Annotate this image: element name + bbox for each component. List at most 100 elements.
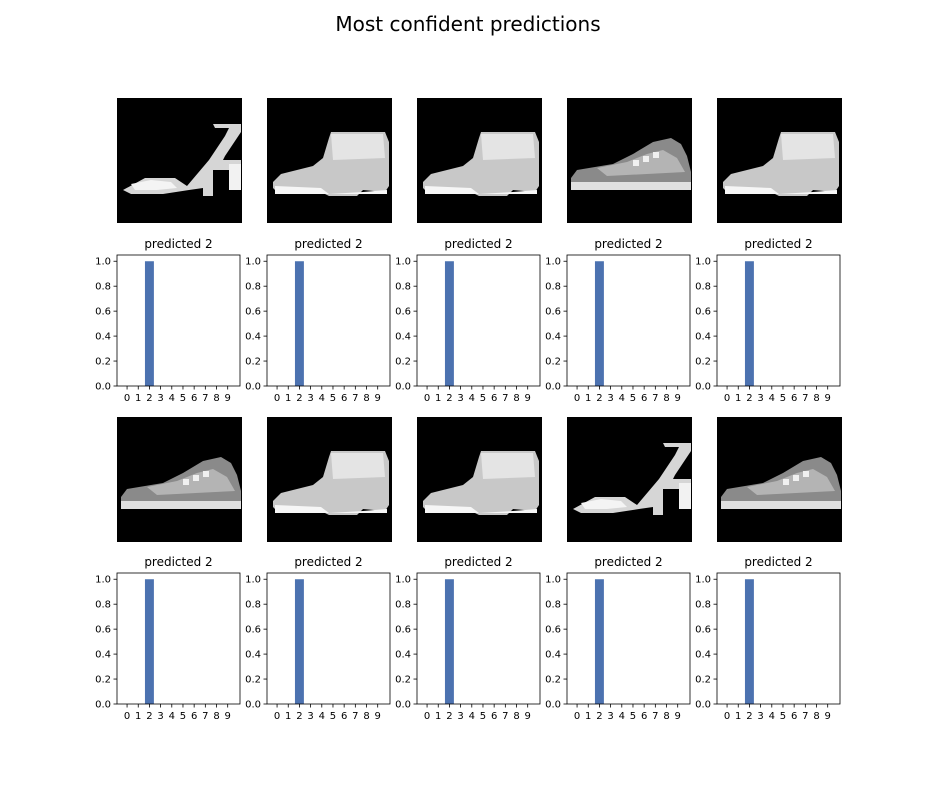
bar-chart-3: predicted 2 0 1 2 3 4 5 6 7 8 9 0.0 0.2 0.4 0.6 0.8 1.0: [545, 237, 691, 404]
x-tick-label: 2: [146, 711, 152, 722]
x-tick-label: 8: [813, 711, 819, 722]
bar-chart-7: predicted 2 0 1 2 3 4 5 6 7 8 9 0.0 0.2 0.4 0.6 0.8 1.0: [395, 555, 541, 722]
x-tick-label: 8: [513, 393, 519, 404]
bar-2: [744, 261, 754, 386]
y-tick-label: 0.6: [395, 307, 411, 318]
thumbnail-8: [567, 417, 692, 542]
chart-title: predicted 2: [744, 555, 812, 569]
bar-2: [144, 579, 154, 704]
x-tick-label: 0: [274, 393, 280, 404]
x-tick-label: 9: [675, 393, 681, 404]
x-tick-label: 5: [180, 393, 186, 404]
x-tick-label: 6: [341, 711, 347, 722]
x-tick-label: 6: [491, 393, 497, 404]
y-tick-label: 0.0: [695, 382, 711, 393]
bar-2: [594, 579, 604, 704]
x-tick-label: 9: [225, 711, 231, 722]
x-tick-label: 9: [825, 711, 831, 722]
x-tick-label: 1: [135, 393, 141, 404]
x-tick-label: 4: [169, 711, 175, 722]
x-tick-label: 1: [435, 393, 441, 404]
y-tick-label: 0.4: [395, 332, 411, 343]
y-tick-label: 0.0: [545, 382, 561, 393]
x-tick-label: 4: [469, 711, 475, 722]
bar-chart-9: predicted 2 0 1 2 3 4 5 6 7 8 9 0.0 0.2 0.4 0.6 0.8 1.0: [695, 555, 841, 722]
y-tick-label: 0.2: [395, 675, 411, 686]
x-tick-label: 5: [780, 711, 786, 722]
x-tick-label: 2: [446, 393, 452, 404]
x-tick-label: 6: [641, 711, 647, 722]
y-tick-label: 0.8: [545, 600, 561, 611]
x-tick-label: 0: [724, 711, 730, 722]
x-tick-label: 7: [802, 711, 808, 722]
y-tick-label: 0.0: [395, 700, 411, 711]
x-tick-label: 9: [525, 711, 531, 722]
x-tick-label: 4: [619, 393, 625, 404]
chart-title: predicted 2: [444, 237, 512, 251]
x-tick-label: 7: [802, 393, 808, 404]
y-tick-label: 0.2: [395, 357, 411, 368]
x-tick-label: 2: [746, 393, 752, 404]
y-tick-label: 0.8: [95, 600, 111, 611]
y-tick-label: 0.4: [545, 332, 561, 343]
x-tick-label: 1: [435, 711, 441, 722]
y-tick-label: 0.4: [695, 650, 711, 661]
bar-chart-8: predicted 2 0 1 2 3 4 5 6 7 8 9 0.0 0.2 0.4 0.6 0.8 1.0: [545, 555, 691, 722]
x-tick-label: 2: [596, 711, 602, 722]
y-tick-label: 0.6: [95, 307, 111, 318]
x-tick-label: 3: [307, 711, 313, 722]
y-tick-label: 0.4: [695, 332, 711, 343]
x-tick-label: 3: [457, 393, 463, 404]
x-tick-label: 9: [525, 393, 531, 404]
thumbnail-6: [267, 417, 392, 542]
x-tick-label: 2: [746, 711, 752, 722]
chart-title: predicted 2: [144, 237, 212, 251]
axes-frame: [266, 254, 391, 387]
x-tick-label: 5: [180, 711, 186, 722]
y-tick-label: 0.6: [245, 307, 261, 318]
thumbnail-4: [717, 98, 842, 223]
x-tick-label: 7: [202, 711, 208, 722]
axes-frame: [566, 572, 691, 705]
x-tick-label: 9: [825, 393, 831, 404]
x-tick-label: 8: [363, 393, 369, 404]
x-tick-label: 8: [813, 393, 819, 404]
y-tick-label: 0.4: [95, 332, 111, 343]
x-tick-label: 5: [630, 393, 636, 404]
y-tick-label: 0.6: [545, 307, 561, 318]
x-tick-label: 9: [225, 393, 231, 404]
axes-frame: [116, 572, 241, 705]
x-tick-label: 0: [274, 711, 280, 722]
x-tick-label: 3: [307, 393, 313, 404]
thumbnail-9: [717, 417, 842, 542]
x-tick-label: 1: [585, 393, 591, 404]
figure-title: Most confident predictions: [335, 12, 600, 36]
chart-title: predicted 2: [294, 237, 362, 251]
thumbnail-1: [267, 98, 392, 223]
axes-frame: [266, 572, 391, 705]
x-tick-label: 6: [641, 393, 647, 404]
axes-frame: [566, 254, 691, 387]
y-tick-label: 0.2: [95, 675, 111, 686]
chart-title: predicted 2: [294, 555, 362, 569]
axes-frame: [716, 572, 841, 705]
y-tick-label: 0.0: [695, 700, 711, 711]
thumbnail-3: [567, 98, 692, 223]
y-tick-label: 1.0: [545, 575, 561, 586]
x-tick-label: 9: [675, 711, 681, 722]
bar-2: [444, 261, 454, 386]
y-tick-label: 1.0: [245, 257, 261, 268]
x-tick-label: 1: [735, 711, 741, 722]
x-tick-label: 1: [735, 393, 741, 404]
x-tick-label: 5: [630, 711, 636, 722]
x-tick-label: 6: [191, 393, 197, 404]
x-tick-label: 3: [757, 393, 763, 404]
x-tick-label: 3: [607, 711, 613, 722]
x-tick-label: 2: [296, 711, 302, 722]
y-tick-label: 0.8: [245, 282, 261, 293]
y-tick-label: 0.6: [95, 625, 111, 636]
x-tick-label: 1: [585, 711, 591, 722]
chart-title: predicted 2: [594, 555, 662, 569]
y-tick-label: 0.0: [245, 700, 261, 711]
y-tick-label: 0.2: [695, 675, 711, 686]
